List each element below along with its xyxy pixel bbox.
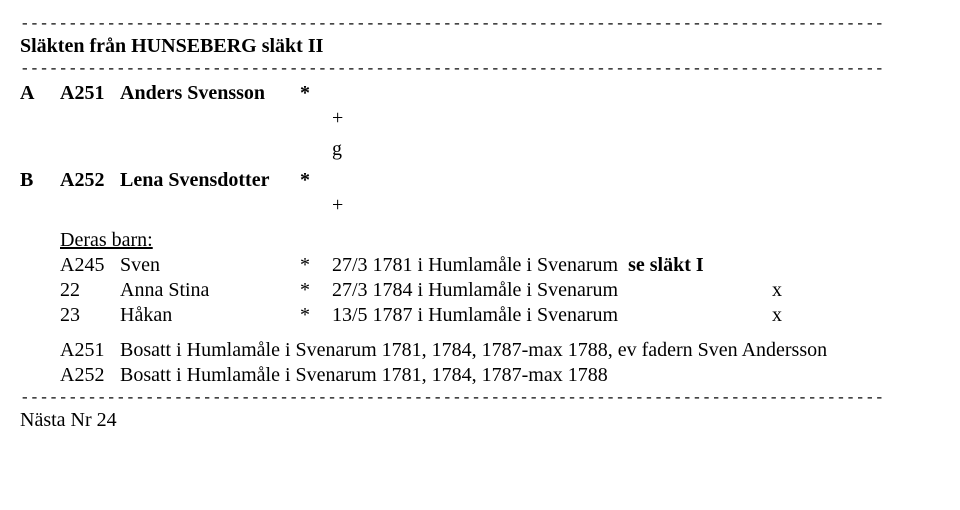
person-a-id: A251 [60, 81, 120, 106]
child-row: 23 Håkan * 13/5 1787 i Humlamåle i Svena… [20, 303, 940, 328]
person-b-star: * [300, 168, 332, 193]
note-row: A252 Bosatt i Humlamåle i Svenarum 1781,… [20, 363, 940, 388]
child-date: 27/3 1784 i Humlamåle i Svenarum [332, 278, 772, 303]
child-id: 22 [60, 278, 120, 303]
person-a-star: * [300, 81, 332, 106]
child-id: A245 [60, 253, 120, 278]
child-id: 23 [60, 303, 120, 328]
note-text: Bosatt i Humlamåle i Svenarum 1781, 1784… [120, 338, 940, 363]
child-row: 22 Anna Stina * 27/3 1784 i Humlamåle i … [20, 278, 940, 303]
note-id: A252 [60, 363, 120, 388]
child-name: Anna Stina [120, 278, 300, 303]
child-star: * [300, 278, 332, 303]
child-date-rendered: 27/3 1781 i Humlamåle i Svenarum se släk… [332, 254, 704, 276]
child-x: x [772, 278, 792, 303]
child-x: x [772, 303, 792, 328]
child-date-bold: se släkt I [628, 254, 704, 276]
person-b-row: B A252 Lena Svensdotter * [20, 168, 940, 193]
person-a-row: A A251 Anders Svensson * [20, 81, 940, 106]
person-a-ref: A [20, 81, 60, 106]
person-b-id: A252 [60, 168, 120, 193]
note-text: Bosatt i Humlamåle i Svenarum 1781, 1784… [120, 363, 940, 388]
hr-bottom: ----------------------------------------… [20, 388, 940, 408]
person-a-plus: + [332, 106, 940, 131]
note-row: A251 Bosatt i Humlamåle i Svenarum 1781,… [20, 338, 940, 363]
children-header: Deras barn: [20, 228, 940, 253]
hr-top: ----------------------------------------… [20, 14, 940, 34]
child-row: A245 Sven * 27/3 1781 i Humlamåle i Sven… [20, 253, 940, 278]
note-id: A251 [60, 338, 120, 363]
child-date: 27/3 1781 i Humlamåle i Svenarum se släk… [332, 253, 772, 278]
person-b-ref: B [20, 168, 60, 193]
person-b-plus: + [332, 193, 940, 218]
hr-after-title: ----------------------------------------… [20, 59, 940, 79]
child-star: * [300, 303, 332, 328]
child-name: Håkan [120, 303, 300, 328]
child-name: Sven [120, 253, 300, 278]
footer-next: Nästa Nr 24 [20, 408, 940, 433]
person-b-name: Lena Svensdotter [120, 168, 300, 193]
child-star: * [300, 253, 332, 278]
child-date: 13/5 1787 i Humlamåle i Svenarum [332, 303, 772, 328]
g-separator: g [332, 137, 940, 162]
page-title: Släkten från HUNSEBERG släkt II [20, 34, 940, 59]
person-a-name: Anders Svensson [120, 81, 300, 106]
